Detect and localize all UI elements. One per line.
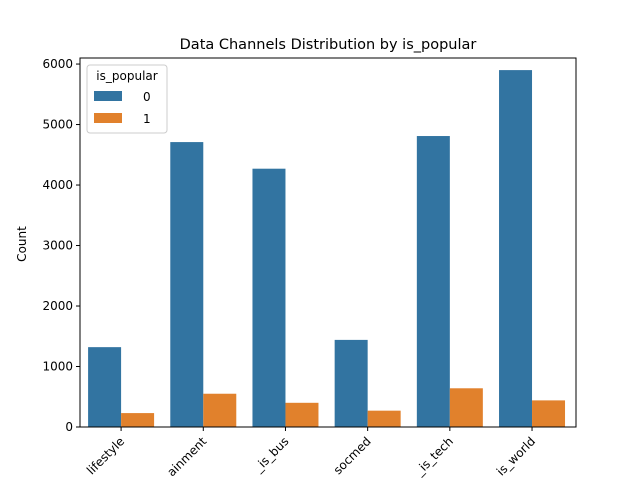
y-tick-label: 0 bbox=[65, 420, 73, 434]
x-tick-label: socmed bbox=[331, 434, 374, 477]
x-tick-label: _is_tech bbox=[411, 434, 455, 478]
bar-lifestyle-series-1 bbox=[121, 413, 155, 427]
y-axis: 0 1000 2000 3000 4000 5000 6000 bbox=[42, 57, 80, 434]
x-tick-label: _is_bus bbox=[251, 434, 292, 475]
x-axis: lifestyle ainment _is_bus socmed _is_tech is_… bbox=[84, 427, 538, 479]
x-tick-label: is_world bbox=[494, 434, 538, 478]
legend: is_popular 0 1 bbox=[86, 64, 168, 134]
bar-socmed-series-0 bbox=[334, 339, 368, 427]
y-tick-label: 6000 bbox=[42, 57, 73, 71]
x-tick-label: ainment bbox=[164, 434, 209, 479]
bars-group bbox=[88, 70, 566, 427]
bar-lifestyle-series-0 bbox=[88, 347, 122, 427]
y-tick-label: 2000 bbox=[42, 299, 73, 313]
bar-_is_tech-series-0 bbox=[416, 136, 450, 427]
y-tick-label: 4000 bbox=[42, 178, 73, 192]
y-tick-label: 1000 bbox=[42, 360, 73, 374]
bar-socmed-series-1 bbox=[367, 410, 401, 427]
bar-entertainment-series-1 bbox=[203, 393, 237, 427]
bar-_is_tech-series-1 bbox=[449, 388, 483, 427]
bar-_is_world-series-1 bbox=[532, 400, 566, 427]
x-tick-label: lifestyle bbox=[84, 434, 127, 477]
bar-_is_bus-series-0 bbox=[252, 168, 286, 427]
bar-entertainment-series-0 bbox=[170, 142, 204, 427]
y-tick-label: 5000 bbox=[42, 118, 73, 132]
chart-title: Data Channels Distribution by is_popular bbox=[180, 37, 477, 53]
y-tick-label: 3000 bbox=[42, 239, 73, 253]
legend-title: is_popular bbox=[96, 69, 157, 83]
legend-swatch-1 bbox=[94, 113, 122, 123]
legend-label-1: 1 bbox=[143, 112, 151, 126]
y-axis-label: Count bbox=[15, 226, 29, 262]
legend-label-0: 0 bbox=[143, 90, 151, 104]
bar-_is_bus-series-1 bbox=[285, 402, 319, 427]
bar-_is_world-series-0 bbox=[499, 70, 533, 427]
legend-swatch-0 bbox=[94, 91, 122, 101]
plot-frame bbox=[79, 57, 577, 428]
